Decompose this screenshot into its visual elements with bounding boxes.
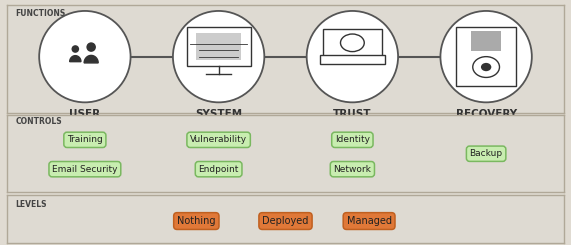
Ellipse shape [86,42,96,52]
FancyBboxPatch shape [456,27,516,86]
Polygon shape [70,56,81,62]
Ellipse shape [440,11,532,102]
Text: CONTROLS: CONTROLS [15,117,62,126]
Text: Endpoint: Endpoint [199,165,239,174]
Ellipse shape [481,63,491,71]
Text: TRUST: TRUST [333,109,372,119]
FancyBboxPatch shape [187,27,251,66]
Text: FUNCTIONS: FUNCTIONS [15,9,66,18]
Text: Identity: Identity [335,135,370,144]
Polygon shape [84,55,98,63]
Ellipse shape [39,11,131,102]
FancyBboxPatch shape [323,29,382,57]
Text: SYSTEM: SYSTEM [195,109,242,119]
Text: Managed: Managed [347,216,392,226]
Text: Deployed: Deployed [262,216,309,226]
Ellipse shape [71,45,79,53]
Ellipse shape [307,11,398,102]
Text: Backup: Backup [469,149,502,158]
Text: USER: USER [69,109,100,119]
Ellipse shape [173,11,264,102]
Text: Training: Training [67,135,103,144]
Text: LEVELS: LEVELS [15,199,47,208]
Text: Network: Network [333,165,371,174]
Text: Nothing: Nothing [177,216,216,226]
Text: Vulnerability: Vulnerability [190,135,247,144]
FancyBboxPatch shape [196,33,241,60]
Text: RECOVERY: RECOVERY [456,109,517,119]
Text: Email Security: Email Security [52,165,118,174]
FancyBboxPatch shape [471,31,501,51]
FancyBboxPatch shape [320,55,385,64]
